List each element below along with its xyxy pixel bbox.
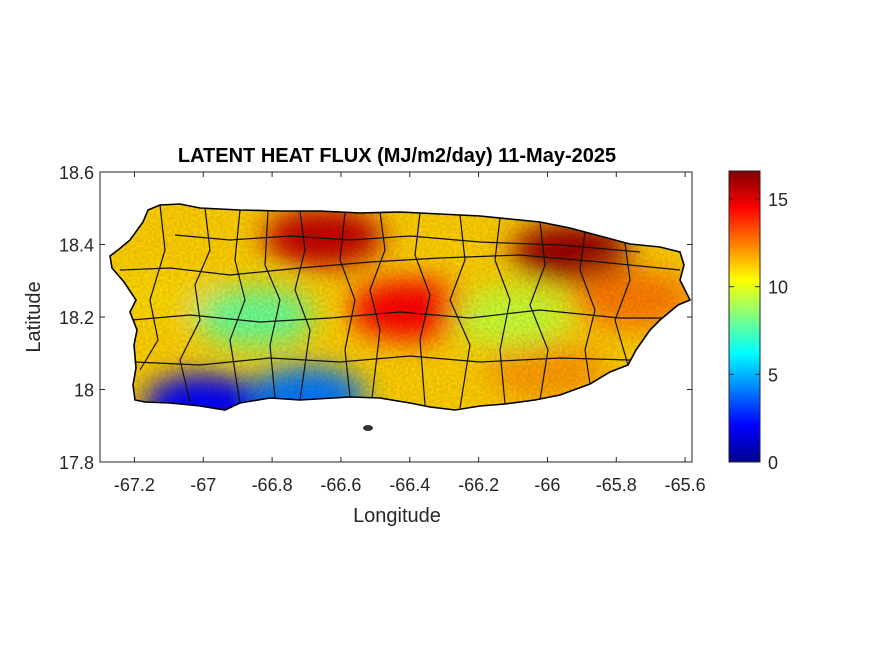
y-axis: 17.8 18 18.2 18.4 18.6 bbox=[59, 163, 692, 473]
island-vieques-hint bbox=[363, 425, 373, 431]
x-tick-label: -67.2 bbox=[114, 475, 155, 495]
x-tick-label: -66.8 bbox=[252, 475, 293, 495]
x-tick-label: -65.8 bbox=[596, 475, 637, 495]
x-tick-label: -66.2 bbox=[458, 475, 499, 495]
y-axis-label: Latitude bbox=[23, 281, 45, 352]
chart-title: LATENT HEAT FLUX (MJ/m2/day) 11-May-2025 bbox=[178, 145, 616, 167]
municipal-boundaries bbox=[119, 204, 681, 409]
y-tick-label: 18 bbox=[74, 381, 94, 401]
y-tick-label: 18.4 bbox=[59, 236, 94, 256]
colorbar-tick-label: 15 bbox=[768, 190, 788, 210]
x-axis-label: Longitude bbox=[353, 505, 441, 527]
y-tick-label: 18.6 bbox=[59, 163, 94, 183]
colorbar-tick-label: 10 bbox=[768, 278, 788, 298]
x-axis: -67.2 -67 -66.8 -66.6 -66.4 -66.2 -66 -65.8 -65.… bbox=[114, 172, 706, 495]
x-tick-label: -65.6 bbox=[665, 475, 706, 495]
x-tick-label: -66 bbox=[534, 475, 560, 495]
x-tick-label: -67 bbox=[190, 475, 216, 495]
colorbar bbox=[728, 170, 761, 463]
x-tick-label: -66.6 bbox=[320, 475, 361, 495]
colorbar-ticks: 0 5 10 15 bbox=[729, 190, 788, 473]
y-tick-label: 17.8 bbox=[59, 453, 94, 473]
colorbar-tick-label: 5 bbox=[768, 365, 778, 385]
colorbar-tick-label: 0 bbox=[768, 453, 778, 473]
y-tick-label: 18.2 bbox=[59, 308, 94, 328]
x-tick-label: -66.4 bbox=[389, 475, 430, 495]
